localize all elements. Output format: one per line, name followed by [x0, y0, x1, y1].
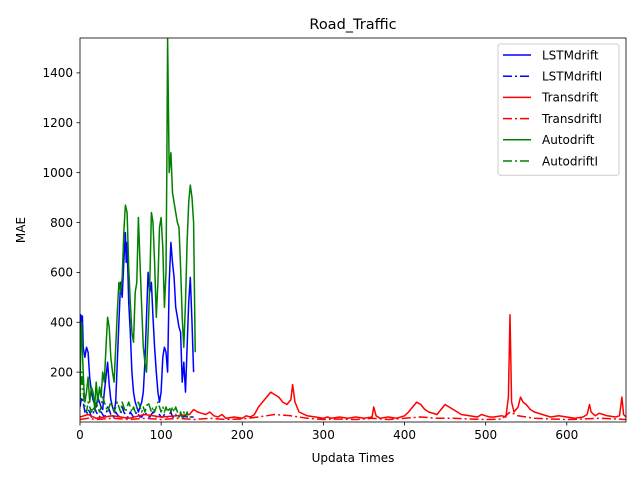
y-tick-label: 1000: [42, 166, 73, 180]
y-tick-label: 400: [50, 316, 73, 330]
axes-layer: 0 100 200 300 400 500 600 200 400 600 800 1000 1200 1…: [42, 37, 627, 442]
legend-label: AutodriftI: [542, 154, 598, 168]
series-line-autodrift: [80, 38, 196, 408]
legend-label: LSTMdriftI: [542, 70, 602, 84]
x-tick-label: 300: [312, 428, 335, 442]
x-axis-label: Updata Times: [312, 451, 395, 465]
x-tick-label: 400: [393, 428, 416, 442]
series-layer: [80, 38, 626, 421]
x-tick-label: 200: [231, 428, 254, 442]
legend-label: Autodrift: [542, 133, 595, 147]
legend-label: LSTMdrift: [542, 48, 599, 62]
legend-label: Transdrift: [541, 91, 599, 105]
y-tick-label: 600: [50, 266, 73, 280]
y-tick-label: 1400: [42, 66, 73, 80]
series-line-transdrifti: [80, 411, 626, 421]
plot-frame: [79, 37, 627, 423]
series-line-autodrifti: [80, 371, 194, 418]
y-tick-label: 1200: [42, 116, 73, 130]
series-line-lstmdrift: [80, 231, 195, 413]
x-tick-label: 0: [76, 428, 84, 442]
series-line-transdrift: [80, 314, 626, 420]
legend-label: TransdriftI: [541, 112, 602, 126]
chart-title: Road_Traffic: [309, 17, 396, 33]
y-tick-label: 200: [50, 365, 73, 379]
x-tick-label: 500: [474, 428, 497, 442]
legend: LSTMdrift LSTMdriftI Transdrift TransdriftI…: [497, 43, 620, 176]
x-tick-label: 600: [555, 428, 578, 442]
x-tick-label: 100: [150, 428, 173, 442]
y-axis-label: MAE: [14, 217, 28, 243]
y-tick-label: 800: [50, 216, 73, 230]
